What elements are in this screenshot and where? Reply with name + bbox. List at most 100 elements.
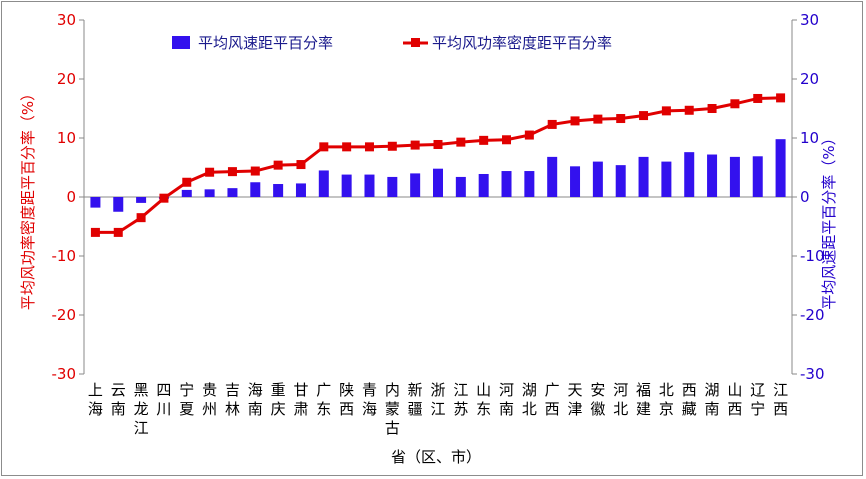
line-point [433,139,443,149]
category-label-char: 福 [636,381,651,399]
line-point [684,105,694,115]
category-label-char: 河 [499,381,514,399]
category-label-char: 山 [476,381,491,399]
category-label-char: 东 [316,400,331,418]
line-point [502,135,512,145]
category-label: 四川 [156,381,171,418]
series-line [95,96,781,234]
category-label-char: 云 [111,381,126,399]
y-tick-label-left: 0 [66,188,76,206]
bar [341,174,352,197]
line-point [410,140,420,150]
line-point [730,99,740,109]
category-label: 辽宁 [750,381,765,418]
bar [227,188,238,197]
category-label: 重庆 [271,381,286,418]
category-label-char: 宁 [179,381,194,399]
category-label: 黑龙江 [134,381,149,437]
y-tick-label-right: 20 [800,70,819,88]
category-label-char: 江 [773,381,788,399]
category-label-char: 州 [202,400,217,418]
category-label-char: 广 [316,381,331,399]
y-tick-label-right: 30 [800,11,819,29]
category-label-char: 川 [156,400,171,418]
category-label-char: 江 [134,419,149,437]
category-label-char: 庆 [271,400,286,418]
category-label: 江苏 [453,381,468,418]
category-label: 江西 [773,381,788,418]
line-point [616,114,626,124]
category-label: 湖南 [705,381,720,418]
category-label: 山西 [727,381,742,418]
bar [661,161,672,197]
category-labels: 上海云南黑龙江四川宁夏贵州吉林海南重庆甘肃广东陕西青海内蒙古新疆浙江江苏山东河南… [88,381,788,437]
category-label-char: 青 [362,381,377,399]
category-label-char: 南 [111,400,126,418]
bar [250,182,261,197]
line-series [90,93,786,237]
bar [570,166,581,197]
category-label: 云南 [111,381,126,418]
y-axis-title-left: 平均风功率密度距平百分率（%） [19,86,37,310]
line-point [661,106,671,116]
category-label-char: 黑 [134,381,149,399]
line-point [227,167,237,177]
category-label-char: 津 [568,400,583,418]
category-label-char: 藏 [682,400,697,418]
category-label-char: 山 [727,381,742,399]
bar [273,184,284,197]
bar [592,161,603,197]
category-label-char: 苏 [453,400,468,418]
y-tick-label-left: -10 [52,247,77,265]
line-point [90,227,100,237]
y-tick-label-right: 0 [800,188,810,206]
bar [387,176,398,197]
category-label-char: 龙 [134,400,149,418]
category-label-char: 湖 [522,381,537,399]
category-label-char: 夏 [179,400,194,418]
category-label: 福建 [636,381,651,418]
category-label-char: 四 [156,381,171,399]
category-label-char: 吉 [225,381,240,399]
line-point [456,137,466,147]
bar [455,176,466,197]
line-point [273,160,283,170]
category-label-char: 南 [248,400,263,418]
line-point [479,135,489,145]
category-label-char: 西 [682,381,697,399]
bar [752,156,763,197]
line-point [205,167,215,177]
category-label: 宁夏 [179,381,194,418]
y-axis-title-right: 平均风速距平百分率（%） [820,130,838,309]
category-label-char: 北 [659,381,674,399]
category-label: 吉林 [225,381,240,418]
category-label-char: 新 [408,381,423,399]
legend-line-marker [411,38,420,47]
line-point [524,130,534,140]
bar [364,174,375,197]
line-point [547,119,557,129]
line-point [136,213,146,223]
category-label-char: 宁 [750,400,765,418]
bar [729,156,740,197]
line-point [753,93,763,103]
line-point [639,111,649,121]
category-label-char: 疆 [408,400,423,418]
category-label-char: 安 [590,381,605,399]
category-label: 河北 [613,381,628,418]
category-label-char: 内 [385,381,400,399]
line-point [570,116,580,126]
category-label-char: 重 [271,381,286,399]
category-label-char: 甘 [293,381,308,399]
bar [501,171,512,197]
category-label-char: 陕 [339,381,354,399]
category-label: 湖北 [522,381,537,418]
bar [615,165,626,197]
category-label-char: 南 [499,400,514,418]
y-tick-label-right: 10 [800,129,819,147]
category-label-char: 徽 [590,400,605,418]
y-tick-label-left: -30 [52,365,77,383]
bar [707,154,718,197]
bar [638,156,649,197]
